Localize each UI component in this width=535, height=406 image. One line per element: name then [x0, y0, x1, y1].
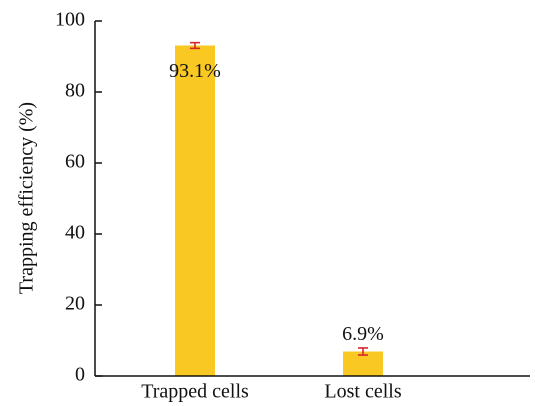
y-axis-label: Trapping efficiency (%): [16, 102, 38, 294]
y-tick-label: 20: [65, 293, 85, 315]
x-tick-label: Lost cells: [324, 381, 401, 403]
y-tick-label: 0: [75, 364, 85, 386]
y-tick-label: 100: [55, 9, 85, 31]
y-tick-label: 80: [65, 80, 85, 102]
value-label: 93.1%: [169, 60, 221, 82]
x-tick-label: Trapped cells: [141, 381, 249, 403]
y-tick-label: 40: [65, 222, 85, 244]
y-tick-label: 60: [65, 151, 85, 173]
bar: [175, 45, 215, 377]
value-label: 6.9%: [342, 323, 384, 345]
